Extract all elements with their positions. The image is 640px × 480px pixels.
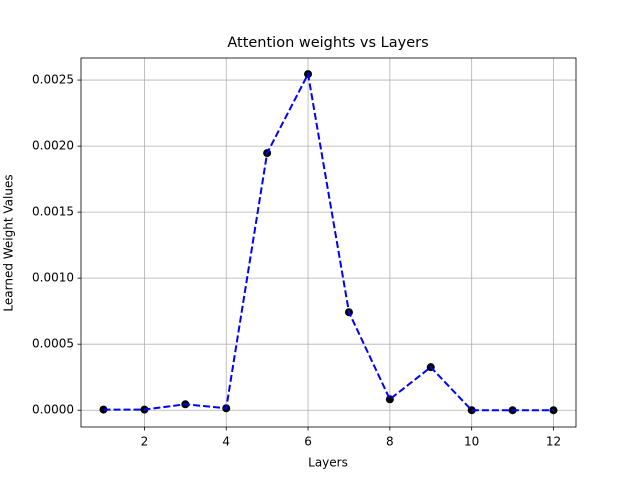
x-tick-label: 10 xyxy=(464,435,479,449)
y-tick-label: 0.0015 xyxy=(32,205,74,219)
x-tick-label: 8 xyxy=(386,435,394,449)
y-tick-label: 0.0020 xyxy=(32,139,74,153)
y-axis-label: Learned Weight Values xyxy=(2,174,16,311)
y-tick-label: 0.0025 xyxy=(32,73,74,87)
x-tick-label: 6 xyxy=(304,435,312,449)
chart-title: Attention weights vs Layers xyxy=(227,35,428,51)
y-tick-label: 0.0010 xyxy=(32,271,74,285)
x-tick-label: 4 xyxy=(222,435,230,449)
x-tick-label: 12 xyxy=(546,435,561,449)
plot-frame xyxy=(80,57,577,428)
y-tick-label: 0.0000 xyxy=(32,403,74,417)
line xyxy=(103,71,554,412)
x-axis-label: Layers xyxy=(308,456,348,470)
x-tick-label: 2 xyxy=(141,435,149,449)
y-tick-label: 0.0005 xyxy=(32,337,74,351)
